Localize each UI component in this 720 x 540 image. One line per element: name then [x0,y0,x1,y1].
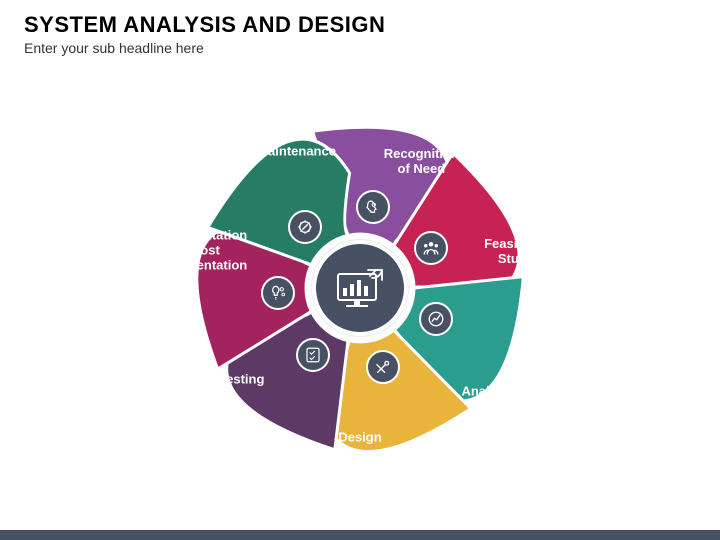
chart-circle-icon [419,302,453,336]
pinwheel-diagram: Recognitionof NeedFeasibilityStudyAnalys… [130,78,590,518]
head-gear-icon [356,190,390,224]
header: SYSTEM ANALYSIS AND DESIGN Enter your su… [0,0,720,60]
tools-icon [366,350,400,384]
footer-bar [0,530,720,540]
dashboard-icon [332,268,388,308]
page-subtitle: Enter your sub headline here [24,40,696,56]
checklist-icon [296,338,330,372]
gear-wrench-icon [288,210,322,244]
center-hub [312,240,408,336]
page-title: SYSTEM ANALYSIS AND DESIGN [24,12,696,38]
